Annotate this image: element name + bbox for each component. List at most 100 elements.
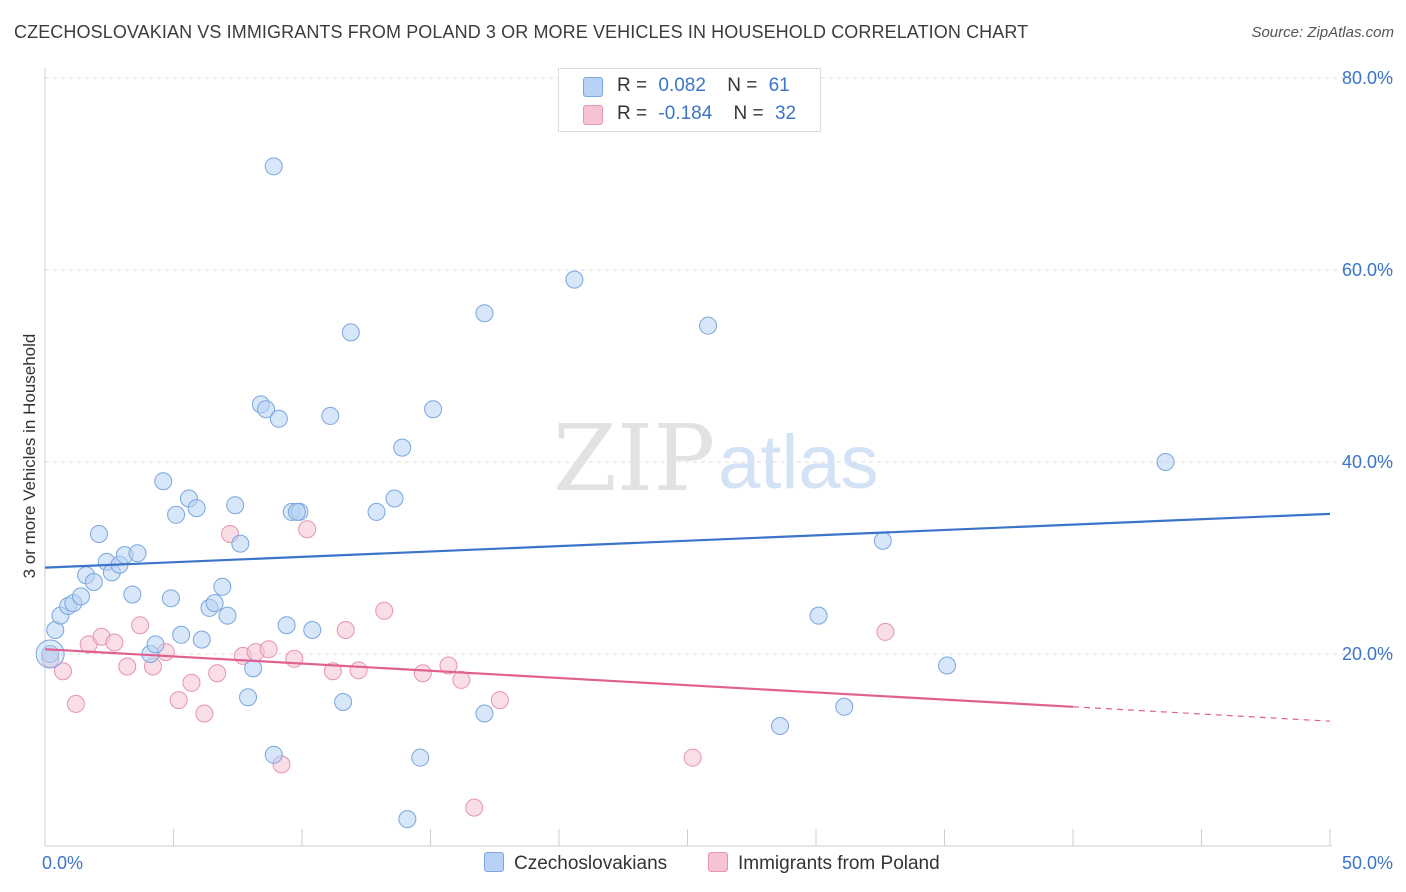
data-point-czechoslovakians xyxy=(385,489,404,508)
watermark: ZIP atlas xyxy=(553,405,879,512)
y-tick-label: 40.0% xyxy=(1342,452,1393,472)
data-point-czechoslovakians xyxy=(128,544,147,563)
y-tick-label: 60.0% xyxy=(1342,260,1393,280)
bottom-legend-immigrants-from-poland: Immigrants from Poland xyxy=(708,852,940,875)
data-point-czechoslovakians xyxy=(226,496,245,515)
data-point-immigrants-from-poland xyxy=(465,798,484,817)
bottom-legend-czechoslovakians: Czechoslovakians xyxy=(484,852,667,875)
data-point-czechoslovakians xyxy=(269,409,288,428)
r-value: -0.184 xyxy=(658,103,713,124)
data-point-czechoslovakians xyxy=(244,659,263,678)
data-point-immigrants-from-poland xyxy=(439,656,458,675)
data-point-immigrants-from-poland xyxy=(169,691,188,710)
legend-swatch-pink xyxy=(583,105,603,125)
trend-lines xyxy=(44,512,1331,722)
correlation-legend: R = 0.082 N = 61 R = -0.184 N = 32 xyxy=(558,68,821,132)
data-point-czechoslovakians xyxy=(938,656,957,675)
data-point-czechoslovakians xyxy=(264,157,283,176)
data-point-czechoslovakians xyxy=(303,621,322,639)
y-axis-label: 3 or more Vehicles in Household xyxy=(20,334,39,579)
data-point-czechoslovakians xyxy=(287,502,306,521)
data-point-czechoslovakians xyxy=(187,499,206,518)
data-point-czechoslovakians xyxy=(475,304,494,323)
data-point-czechoslovakians xyxy=(341,323,360,342)
data-point-czechoslovakians xyxy=(257,400,276,419)
n-label: N = xyxy=(727,75,758,96)
tick-labels: 20.0% 40.0% 60.0% 80.0% 0.0% 50.0% xyxy=(42,68,1393,873)
y-tick-label: 20.0% xyxy=(1342,644,1393,664)
data-point-czechoslovakians xyxy=(393,438,412,457)
gridlines xyxy=(45,77,1394,655)
data-point-immigrants-from-poland xyxy=(259,640,278,659)
n-value: 61 xyxy=(768,75,790,96)
data-point-immigrants-from-poland xyxy=(323,662,342,681)
watermark-atlas: atlas xyxy=(718,420,879,505)
y-tick-label: 80.0% xyxy=(1342,68,1393,88)
data-point-czechoslovakians xyxy=(146,635,165,654)
legend-text: R = 0.082 N = 61 xyxy=(617,75,790,97)
data-point-czechoslovakians xyxy=(277,616,296,635)
data-point-czechoslovakians xyxy=(71,587,90,606)
data-point-czechoslovakians xyxy=(367,502,386,521)
data-point-czechoslovakians xyxy=(398,810,417,829)
data-point-immigrants-from-poland xyxy=(683,748,702,767)
data-point-immigrants-from-poland xyxy=(452,670,471,689)
data-point-immigrants-from-poland xyxy=(105,633,124,652)
data-point-czechoslovakians xyxy=(835,697,854,716)
data-point-czechoslovakians xyxy=(205,594,224,613)
series-czechoslovakians xyxy=(35,157,1175,829)
r-value: 0.082 xyxy=(658,75,706,96)
n-value: 32 xyxy=(774,103,797,124)
data-point-czechoslovakians xyxy=(172,625,191,644)
data-point-immigrants-from-poland xyxy=(182,673,201,692)
axes xyxy=(44,68,1332,847)
data-point-czechoslovakians xyxy=(218,606,237,625)
data-point-czechoslovakians xyxy=(167,505,186,524)
data-point-czechoslovakians xyxy=(475,704,494,723)
data-point-immigrants-from-poland xyxy=(413,664,432,683)
data-point-czechoslovakians xyxy=(161,589,180,608)
data-point-immigrants-from-poland xyxy=(66,694,85,713)
data-point-czechoslovakians xyxy=(192,630,211,649)
data-point-czechoslovakians xyxy=(321,406,340,425)
n-label: N = xyxy=(733,103,764,124)
data-point-czechoslovakians xyxy=(123,585,142,604)
data-point-czechoslovakians xyxy=(411,748,430,767)
data-point-immigrants-from-poland xyxy=(349,661,368,680)
data-point-czechoslovakians xyxy=(424,400,443,419)
data-point-czechoslovakians xyxy=(565,270,584,289)
data-point-immigrants-from-poland xyxy=(876,622,895,641)
r-label: R = xyxy=(617,75,648,96)
data-point-immigrants-from-poland xyxy=(490,691,509,710)
data-point-czechoslovakians xyxy=(771,717,790,735)
data-point-czechoslovakians xyxy=(239,688,258,707)
data-point-czechoslovakians xyxy=(873,531,892,550)
data-point-immigrants-from-poland xyxy=(208,664,227,683)
legend-swatch-blue xyxy=(583,77,603,97)
trend-line-immigrants-from-poland-extension xyxy=(1072,706,1331,722)
data-point-czechoslovakians xyxy=(1156,453,1175,471)
watermark-zip: ZIP xyxy=(553,405,715,512)
data-point-czechoslovakians xyxy=(213,577,232,596)
data-point-immigrants-from-poland xyxy=(298,520,317,539)
chart-title: CZECHOSLOVAKIAN VS IMMIGRANTS FROM POLAN… xyxy=(14,22,1029,42)
data-point-czechoslovakians-large xyxy=(35,639,65,669)
data-point-immigrants-from-poland xyxy=(118,657,137,676)
data-point-immigrants-from-poland xyxy=(285,649,304,668)
legend-text: R = -0.184 N = 32 xyxy=(617,103,796,125)
data-point-immigrants-from-poland xyxy=(131,616,150,635)
r-label: R = xyxy=(617,103,648,124)
data-point-czechoslovakians xyxy=(699,316,718,335)
data-point-czechoslovakians xyxy=(89,525,108,543)
x-tick-label: 0.0% xyxy=(42,853,83,873)
data-point-immigrants-from-poland xyxy=(195,704,214,723)
data-point-immigrants-from-poland xyxy=(53,662,72,681)
data-point-czechoslovakians xyxy=(264,745,283,764)
bottom-legend-swatch-blue xyxy=(484,852,504,872)
data-point-czechoslovakians xyxy=(84,573,103,591)
trend-line-immigrants-from-poland xyxy=(44,648,1074,708)
data-point-czechoslovakians xyxy=(231,534,250,553)
x-tick-label: 50.0% xyxy=(1342,853,1393,873)
data-point-czechoslovakians xyxy=(809,606,828,625)
